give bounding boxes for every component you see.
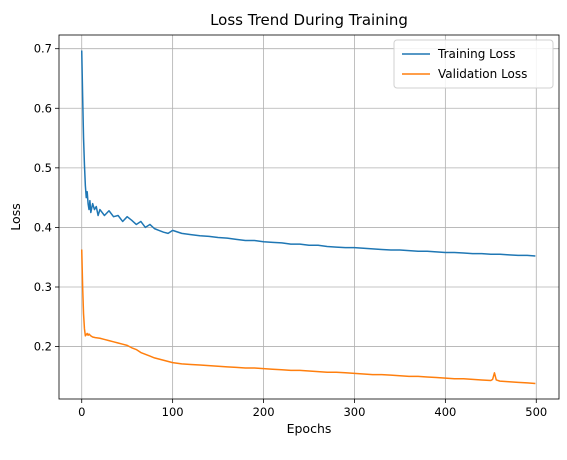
x-tick-label: 300 [343,405,365,419]
x-axis-label: Epochs [287,421,332,436]
chart-title: Loss Trend During Training [210,11,408,29]
legend-entry: Training Loss [437,47,515,61]
y-tick-label: 0.7 [34,42,52,56]
y-axis-label: Loss [8,203,23,230]
legend: Training Loss Validation Loss [393,39,554,89]
x-tick-label: 0 [78,405,85,419]
x-tick-label: 200 [253,405,275,419]
y-tick-label: 0.3 [34,280,52,294]
y-tick-label: 0.5 [34,161,52,175]
plot-frame [58,34,560,400]
legend-entry: Validation Loss [438,67,527,81]
y-tick-label: 0.6 [34,101,52,115]
x-tick-label: 400 [434,405,456,419]
training-loss-line [80,50,536,257]
y-tick-label: 0.2 [34,340,52,354]
grid [59,35,559,399]
series-lines [80,50,536,385]
validation-loss-line [80,249,536,385]
x-tick-label: 500 [525,405,547,419]
y-tick-label: 0.4 [34,220,52,234]
legend-box [393,39,554,89]
y-axis-ticks: 0.2 0.3 0.4 0.5 0.6 0.7 [34,42,59,354]
x-axis-ticks: 0 100 200 300 400 500 [78,399,547,419]
x-tick-label: 100 [162,405,184,419]
